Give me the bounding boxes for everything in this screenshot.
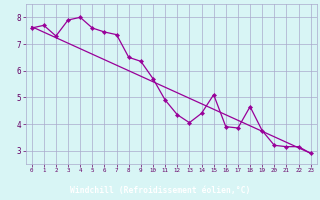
Text: Windchill (Refroidissement éolien,°C): Windchill (Refroidissement éolien,°C)	[70, 186, 250, 195]
